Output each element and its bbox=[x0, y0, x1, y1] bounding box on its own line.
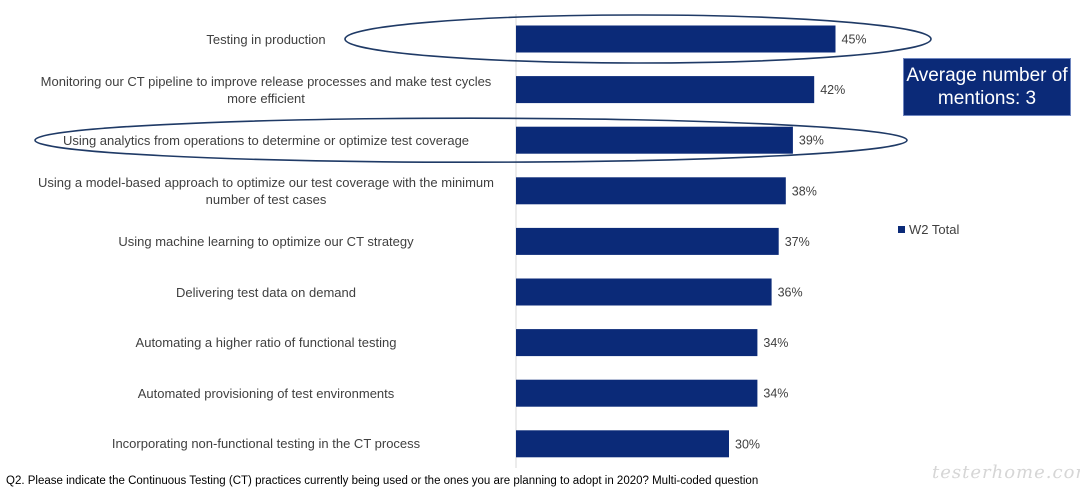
bar-value-label-1: 42% bbox=[820, 83, 845, 97]
bar-1 bbox=[516, 76, 815, 104]
category-label-6: Automating a higher ratio of functional … bbox=[135, 335, 397, 351]
watermark: testerhome.com bbox=[932, 462, 1080, 483]
category-label-3: Using a model-based approach to optimize… bbox=[38, 174, 494, 207]
chart-legend: W2 Total bbox=[898, 222, 959, 237]
bar-value-label-8: 30% bbox=[735, 437, 760, 451]
category-label-0: Testing in production bbox=[206, 31, 326, 47]
bar-8 bbox=[516, 430, 729, 458]
category-label-2: Using analytics from operations to deter… bbox=[62, 132, 470, 148]
bar-value-label-3: 38% bbox=[792, 184, 817, 198]
category-label-8: Incorporating non-functional testing in … bbox=[111, 436, 421, 452]
bar-4 bbox=[516, 227, 779, 255]
bar-value-label-6: 34% bbox=[763, 336, 788, 350]
bar-5 bbox=[516, 278, 772, 306]
category-label-7: Automated provisioning of test environme… bbox=[137, 385, 395, 401]
category-label-4: Using machine learning to optimize our C… bbox=[118, 233, 414, 249]
bar-value-label-4: 37% bbox=[785, 235, 810, 249]
bar-3 bbox=[516, 177, 786, 205]
bar-value-label-0: 45% bbox=[842, 33, 867, 47]
category-label-1: Monitoring our CT pipeline to improve re… bbox=[40, 73, 492, 106]
bar-0 bbox=[516, 25, 836, 53]
bar-6 bbox=[516, 329, 758, 357]
bar-2 bbox=[516, 126, 793, 154]
highlight-ellipse-0 bbox=[344, 14, 932, 64]
legend-label: W2 Total bbox=[909, 222, 960, 237]
category-label-5: Delivering test data on demand bbox=[176, 284, 356, 300]
average-mentions-text: Average number of mentions: 3 bbox=[906, 65, 1068, 109]
bar-value-label-7: 34% bbox=[763, 387, 788, 401]
bar-7 bbox=[516, 379, 758, 407]
highlight-ellipse-2 bbox=[34, 117, 908, 163]
legend-swatch bbox=[898, 226, 905, 233]
bar-value-label-2: 39% bbox=[799, 134, 824, 148]
bar-value-label-5: 36% bbox=[778, 286, 803, 300]
question-footnote: Q2. Please indicate the Continuous Testi… bbox=[6, 475, 759, 487]
average-mentions-callout: Average number of mentions: 3 bbox=[903, 58, 1071, 116]
